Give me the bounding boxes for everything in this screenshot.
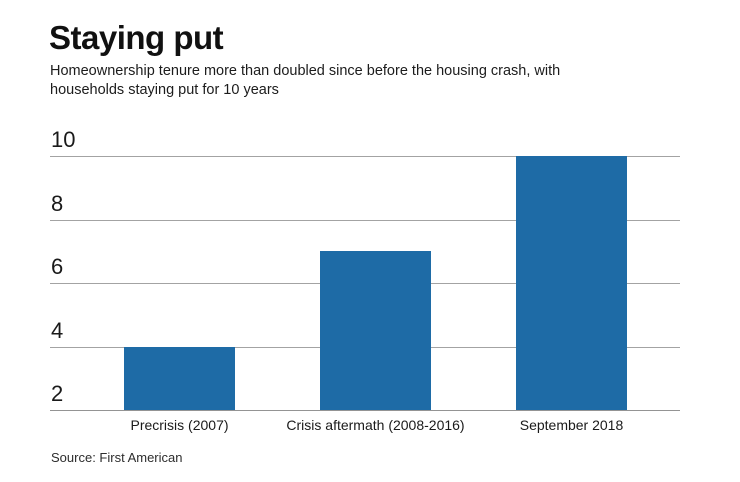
y-tick-label-10: 10 — [51, 127, 76, 152]
source-note: Source: First American — [51, 450, 183, 465]
gridline-y-10 — [50, 156, 680, 157]
bar-3 — [516, 156, 627, 410]
chart-subtitle: Homeownership tenure more than doubled s… — [50, 62, 560, 100]
gridline-y-2 — [50, 410, 680, 411]
chart-subtitle-line2: households staying put for 10 years — [50, 82, 279, 98]
y-tick-label-2: 2 — [51, 381, 64, 406]
bar-1 — [124, 346, 235, 410]
x-axis-label-2: Crisis aftermath (2008-2016) — [286, 417, 465, 433]
gridline-y-8 — [50, 219, 680, 221]
bar-2 — [320, 251, 431, 410]
x-axis-label-1: Precrisis (2007) — [130, 417, 229, 433]
x-axis-labels: Precrisis (2007) Crisis aftermath (2008-2… — [50, 417, 680, 437]
y-tick-label-4: 4 — [51, 317, 64, 343]
plot-area: 2 4 6 8 10 — [50, 129, 680, 411]
y-tick-label-8: 8 — [51, 190, 64, 216]
chart-title: Staying put — [49, 19, 224, 56]
chart-subtitle-line1: Homeownership tenure more than doubled s… — [50, 63, 561, 79]
y-tick-label-6: 6 — [51, 254, 64, 279]
x-axis-label-3: September 2018 — [519, 417, 624, 433]
